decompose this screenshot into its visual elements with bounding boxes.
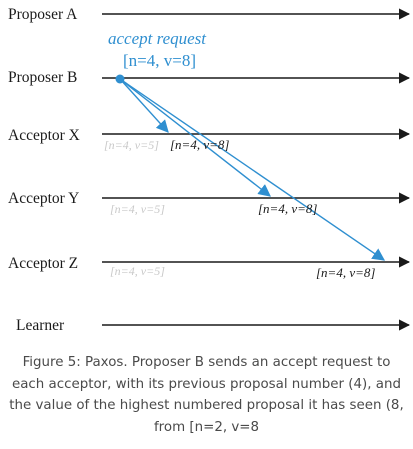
- lane-label-acceptor-z: Acceptor Z: [8, 255, 78, 272]
- acceptor-y-new-state: [n=4, v=8]: [258, 201, 317, 216]
- acceptor-z-previous-state: [n=4, v=5]: [110, 264, 165, 278]
- accept-request-arrow-z: [119, 78, 386, 261]
- paxos-sequence-diagram: Proposer A Proposer B Acceptor X Accepto…: [8, 6, 411, 334]
- lane-label-proposer-a: Proposer A: [8, 6, 78, 23]
- lane-label-acceptor-y: Acceptor Y: [8, 190, 79, 207]
- acceptor-x-new-state: [n=4, v=8]: [170, 137, 229, 152]
- accept-request-value: [n=4, v=8]: [123, 51, 196, 70]
- lane-label-proposer-b: Proposer B: [8, 69, 77, 86]
- accept-request-arrow-x: [119, 78, 169, 133]
- lane-label-learner: Learner: [16, 317, 65, 334]
- lane-label-acceptor-x: Acceptor X: [8, 127, 80, 144]
- accept-request-label: accept request: [108, 29, 207, 48]
- acceptor-x-previous-state: [n=4, v=5]: [104, 138, 159, 152]
- acceptor-z-new-state: [n=4, v=8]: [316, 265, 375, 280]
- acceptor-y-previous-state: [n=4, v=5]: [110, 202, 165, 216]
- accept-request-arrow-y: [119, 78, 271, 197]
- figure-caption: Figure 5: Paxos. Proposer B sends an acc…: [9, 355, 404, 435]
